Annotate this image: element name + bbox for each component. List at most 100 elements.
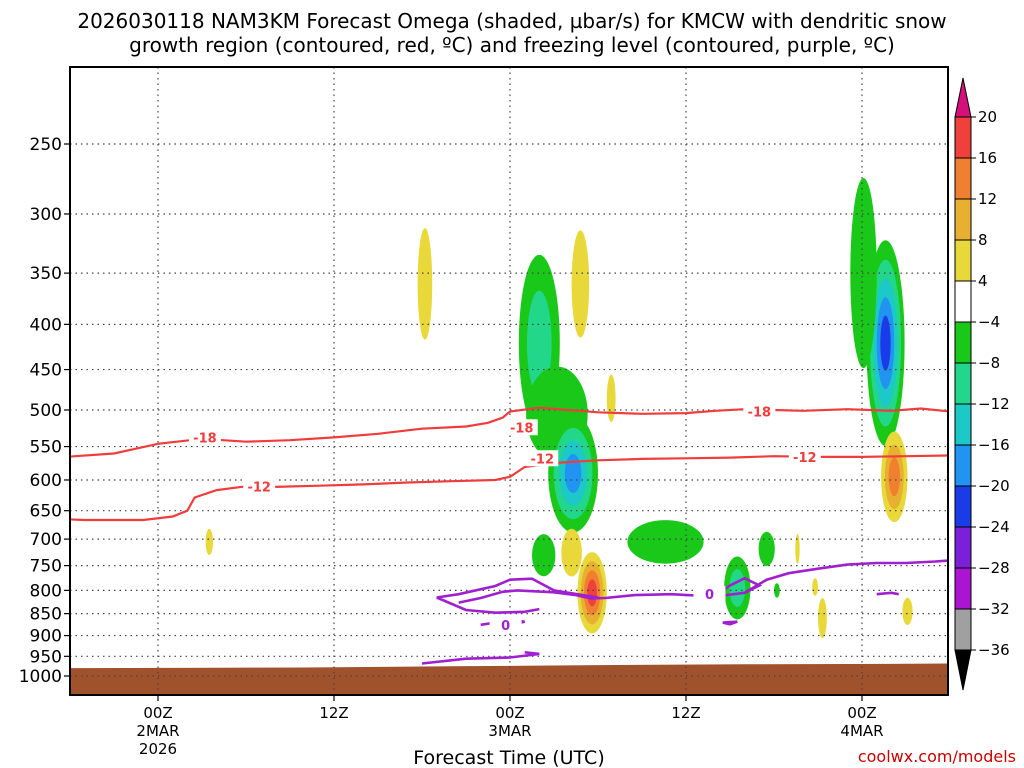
omega-cell-11-level-0: [758, 531, 775, 567]
x-axis-title: Forecast Time (UTC): [413, 747, 604, 768]
plot-area: -18 -18 -18 -12 -12 -12 0 0: [69, 66, 949, 696]
label-minus12-c: -12: [793, 451, 817, 466]
label-minus12-a: -12: [247, 480, 271, 495]
x-tick-label-36-0: 12Z: [671, 704, 700, 722]
colorbar-bin-8: [954, 403, 972, 446]
credit-text: coolwx.com/models: [858, 747, 1016, 766]
colorbar-bin-11: [954, 526, 972, 569]
colorbar-bin-4: [954, 239, 972, 282]
contour-freezing-4: [421, 651, 540, 665]
label-minus18-c: -18: [748, 406, 772, 421]
contour-freezing-1: [436, 577, 599, 599]
colorbar-bin-7: [954, 362, 972, 405]
x-tick-label-48-0: 00Z: [847, 704, 876, 722]
colorbar-bin-3: [954, 198, 972, 241]
label-minus12-b: -12: [531, 452, 555, 467]
omega-cell-10-level-1: [729, 569, 746, 607]
y-tick-label-850: 850: [30, 605, 62, 625]
colorbar-label-0: 20: [978, 108, 997, 126]
x-tick-label-0-1: 2MAR: [136, 722, 179, 740]
colorbar-label-5: −4: [978, 313, 1000, 331]
y-tick-label-950: 950: [30, 647, 62, 667]
contour-minus18: [70, 406, 948, 458]
omega-cell-5-level-0: [606, 374, 616, 423]
y-tick-label-250: 250: [30, 135, 62, 155]
y-tick-label-600: 600: [30, 471, 62, 491]
colorbar-bin-13: [954, 608, 972, 651]
x-tick-label-24-1: 3MAR: [488, 722, 531, 740]
label-freezing-a: 0: [705, 588, 714, 603]
contour-freezing-2: [436, 596, 540, 615]
omega-cell-8-level-0: [561, 528, 582, 577]
omega-cell-16-level-0: [818, 598, 827, 639]
y-tick-label-400: 400: [30, 315, 62, 335]
plot-background: [70, 67, 948, 695]
colorbar-bin-12: [954, 567, 972, 610]
colorbar-bin-1: [954, 116, 972, 159]
label-minus18-b: -18: [510, 421, 534, 436]
label-freezing-b: 0: [501, 619, 510, 634]
omega-cell-19-level-0: [205, 528, 213, 555]
colorbar-label-8: −16: [978, 436, 1010, 454]
label-minus18-a-bg: [188, 429, 221, 446]
colorbar-label-9: −20: [978, 477, 1010, 495]
y-tick-label-550: 550: [30, 438, 62, 458]
y-tick-label-300: 300: [30, 205, 62, 225]
omega-cell-18-level-0: [812, 578, 818, 596]
colorbar-label-10: −24: [978, 518, 1010, 536]
label-minus18-b-bg: [505, 419, 538, 436]
terrain-fill: [70, 663, 948, 695]
omega-shading: [205, 178, 913, 639]
x-tick-label-24-0: 00Z: [495, 704, 524, 722]
omega-cell-3-level-3: [564, 453, 582, 494]
colorbar-bottom-arrow: [954, 649, 972, 691]
y-tick-label-900: 900: [30, 627, 62, 647]
label-minus18-c-bg: [743, 403, 776, 420]
omega-cell-13-level-4: [880, 315, 891, 371]
terrain: [70, 663, 948, 695]
omega-cell-20-level-0: [774, 583, 780, 598]
colorbar-label-12: −32: [978, 600, 1010, 618]
colorbar-bin-10: [954, 485, 972, 528]
contours: -18 -18 -18 -12 -12 -12 0 0: [70, 403, 948, 665]
omega-cell-15-level-2: [888, 457, 900, 497]
y-tick-label-800: 800: [30, 581, 62, 601]
y-tick-label-750: 750: [30, 557, 62, 577]
omega-cell-7-level-0: [532, 534, 556, 577]
plot-frame: [69, 66, 949, 696]
label-minus12-b-bg: [526, 450, 559, 467]
contour-freezing-0: [458, 559, 948, 604]
x-tick-label-48-1: 4MAR: [840, 722, 883, 740]
colorbar-label-4: 4: [978, 272, 988, 290]
colorbar-label-3: 8: [978, 231, 988, 249]
colorbar-bin-2: [954, 157, 972, 200]
contour-freezing-6: [876, 591, 899, 596]
x-tick-label-12-0: 12Z: [319, 704, 348, 722]
y-tick-label-700: 700: [30, 530, 62, 550]
colorbar: 20 16 12 8 4 −4 −8 −12 −16 −20 −24 −28 −32 −36: [954, 77, 1010, 691]
y-tick-label-450: 450: [30, 361, 62, 381]
colorbar-label-6: −8: [978, 354, 1000, 372]
colorbar-label-2: 12: [978, 190, 997, 208]
omega-cell-6-level-3: [587, 579, 597, 607]
omega-cell-4-level-0: [571, 230, 590, 338]
x-tick-label-0-0: 00Z: [143, 704, 172, 722]
colorbar-bin-9: [954, 444, 972, 487]
y-axis: 2503003504004505005506006507007508008509…: [19, 135, 70, 687]
label-minus12-a-bg: [243, 478, 276, 495]
omega-cell-0-level-0: [417, 228, 433, 340]
omega-cell-17-level-0: [902, 597, 913, 626]
x-tick-label-0-2: 2026: [139, 740, 177, 758]
label-freezing-a-bg: [693, 586, 726, 603]
chart-title-line2: growth region (contoured, red, ºC) and f…: [129, 33, 895, 57]
y-tick-label-1000: 1000: [19, 667, 62, 687]
colorbar-label-11: −28: [978, 559, 1010, 577]
colorbar-bin-6: [954, 321, 972, 364]
colorbar-label-13: −36: [978, 641, 1010, 659]
omega-cell-9-level-0: [627, 520, 704, 564]
contour-minus12: [70, 454, 948, 522]
y-tick-label-650: 650: [30, 502, 62, 522]
chart-title-line1: 2026030118 NAM3KM Forecast Omega (shaded…: [77, 9, 946, 33]
colorbar-top-arrow: [954, 77, 972, 118]
